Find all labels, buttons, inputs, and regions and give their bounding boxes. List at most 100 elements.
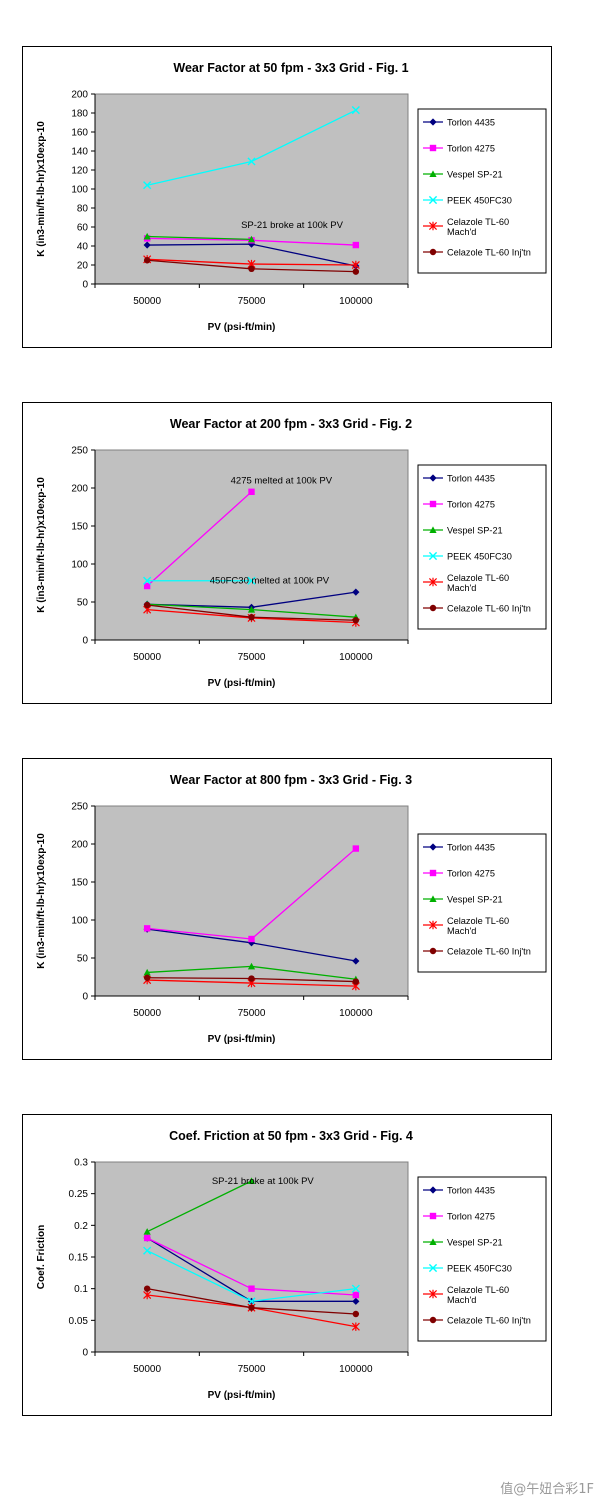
y-tick-label: 0.2 [74,1221,88,1232]
legend-label: Torlon 4435 [447,843,495,853]
legend-label: Vespel SP-21 [447,526,503,536]
data-point [248,488,255,495]
x-tick-label: 75000 [238,652,266,663]
y-tick-label: 0.1 [74,1284,88,1295]
y-tick-label: 0.05 [69,1316,89,1327]
legend-marker [429,604,437,612]
series-torlon-4275 [143,845,360,943]
legend-item: PEEK 450FC30 [423,1264,512,1274]
data-point [247,1297,256,1306]
legend-marker [429,947,437,955]
legend-item: PEEK 450FC30 [423,196,512,206]
chart-fig-4: Coef. Friction at 50 fpm - 3x3 Grid - Fi… [22,1114,552,1416]
legend-marker [428,577,438,587]
legend-label: Torlon 4435 [447,474,495,484]
data-point [143,1246,152,1255]
data-point [352,617,360,624]
series-line [146,1180,252,1233]
y-tick-label: 0.25 [69,1189,89,1200]
chart-svg: Wear Factor at 50 fpm - 3x3 Grid - Fig. … [22,46,552,348]
legend-marker [428,1289,438,1299]
data-point [247,606,256,613]
legend-item: PEEK 450FC30 [423,552,512,562]
y-tick-label: 60 [77,223,89,234]
legend-item: Celazole TL-60 Mach'd [423,1285,509,1305]
x-tick-label: 50000 [133,1008,161,1019]
legend-marker [429,170,437,177]
data-point [143,181,152,190]
x-tick-label: 75000 [238,1364,266,1375]
legend-label: Celazole TL-60 Mach'd [447,916,509,936]
legend-label: Celazole TL-60 Mach'd [447,1285,509,1305]
legend-marker [429,843,437,851]
y-tick-label: 40 [77,242,89,253]
series-celazole-tl-60-inj-tn [143,974,360,985]
data-point [352,1297,360,1305]
legend-item: Torlon 4435 [423,118,495,128]
legend-label: Torlon 4275 [447,500,495,510]
legend-marker [429,1212,437,1220]
data-point [143,241,151,249]
data-point [143,601,151,609]
legend-item: Celazole TL-60 Inj'tn [423,1316,531,1326]
legend-label: Torlon 4275 [447,144,495,154]
legend-marker [429,248,437,256]
data-point [143,257,151,264]
legend-item: Celazole TL-60 Inj'tn [423,248,531,258]
chart-title: Coef. Friction at 50 fpm - 3x3 Grid - Fi… [169,1129,413,1143]
x-tick-label: 50000 [133,1364,161,1375]
plot-area [94,93,409,285]
chart-title: Wear Factor at 200 fpm - 3x3 Grid - Fig.… [170,417,412,431]
legend-item: Celazole TL-60 Inj'tn [423,604,531,614]
legend-marker [428,195,438,205]
y-axis-title: K (in3-min/ft-lb-hr)x10exp-10 [36,477,47,613]
series-celazole-tl-60-inj-tn [143,1285,360,1318]
legend-label: Celazole TL-60 Inj'tn [447,248,531,258]
data-point [143,1285,151,1292]
legend-item: Vespel SP-21 [423,526,503,536]
legend-label: Torlon 4435 [447,1186,495,1196]
y-tick-label: 0 [82,280,88,291]
data-point [352,588,360,596]
y-tick-label: 120 [71,166,88,177]
legend-item: Torlon 4275 [423,144,495,154]
x-tick-label: 100000 [339,652,373,663]
series-peek-450fc30 [143,1246,360,1306]
series-peek-450fc30 [143,576,256,585]
data-point [248,935,255,943]
data-point [248,1285,255,1292]
data-point [143,582,151,590]
chart-annotation: 4275 melted at 100k PV [231,475,333,486]
chart-title: Wear Factor at 800 fpm - 3x3 Grid - Fig.… [170,773,412,787]
legend-item: Celazole TL-60 Mach'd [423,573,509,593]
legend-item: Celazole TL-60 Mach'd [423,217,509,237]
y-axis-title: K (in3-min/ft-lb-hr)x10exp-10 [36,121,47,257]
chart-svg: Wear Factor at 200 fpm - 3x3 Grid - Fig.… [22,402,552,704]
legend-item: Torlon 4275 [423,1212,495,1222]
legend-item: Torlon 4435 [423,474,495,484]
legend-label: Vespel SP-21 [447,1238,503,1248]
y-tick-label: 160 [71,128,88,139]
data-point [143,968,151,976]
legend-marker [429,895,437,902]
watermark-text: 值@午妞合彩1F [500,1482,594,1497]
legend-marker [429,500,437,508]
y-axis-title: Coef. Friction [36,1225,47,1289]
data-point [351,1284,360,1293]
legend-item: Torlon 4435 [423,843,495,853]
series-celazole-tl-60-inj-tn [143,601,360,624]
x-axis-title: PV (psi-ft/min) [208,1034,276,1045]
legend-item: Torlon 4275 [423,500,495,510]
data-point [143,1228,151,1235]
legend-marker [429,526,437,533]
chart-fig-2: Wear Factor at 200 fpm - 3x3 Grid - Fig.… [22,402,552,704]
y-tick-label: 200 [71,840,88,851]
data-point [352,978,360,985]
legend-item: Vespel SP-21 [423,170,503,180]
y-tick-label: 50 [77,954,89,965]
legend-label: Celazole TL-60 Inj'tn [447,1316,531,1326]
legend-marker [428,920,438,930]
x-axis-title: PV (psi-ft/min) [208,678,276,689]
y-tick-label: 200 [71,90,88,101]
legend-label: Vespel SP-21 [447,895,503,905]
